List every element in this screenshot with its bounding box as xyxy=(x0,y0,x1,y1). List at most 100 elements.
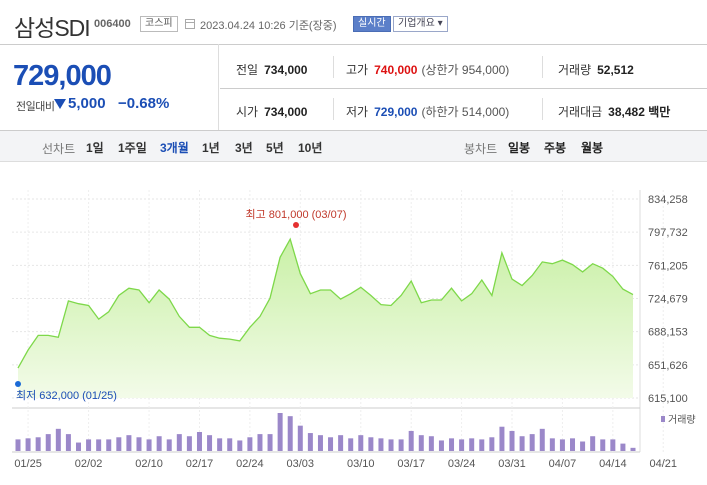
volume-bar xyxy=(55,428,61,451)
volume-legend-label: 거래량 xyxy=(668,414,696,426)
high-label: 고가 xyxy=(346,63,369,77)
volume-bar xyxy=(590,436,596,451)
volume-bar xyxy=(479,439,485,451)
stock-code: 006400 xyxy=(94,18,131,30)
volume-bar xyxy=(499,426,505,451)
volume-bar xyxy=(559,439,565,451)
x-tick-label: 03/24 xyxy=(448,458,476,470)
lower-limit: (하한가 514,000) xyxy=(421,105,510,119)
x-tick-label: 02/24 xyxy=(236,458,264,470)
volume-bar xyxy=(620,443,626,451)
volume-bar xyxy=(25,438,31,451)
tab-1y[interactable]: 1년 xyxy=(202,141,220,155)
volume-bar xyxy=(106,439,112,451)
company-info-dropdown[interactable]: 기업개요 ▾ xyxy=(393,16,448,32)
volume-bar xyxy=(146,439,152,451)
y-tick-label: 834,258 xyxy=(648,194,688,206)
volume-bar xyxy=(96,439,102,451)
volume-bar xyxy=(428,436,434,451)
current-price: 729,000 xyxy=(13,60,112,92)
volume-bar xyxy=(45,434,51,451)
volume-bar xyxy=(338,435,344,451)
volume-bar xyxy=(86,439,92,451)
volume-bar xyxy=(459,439,465,451)
volume-label: 거래량 xyxy=(558,63,592,77)
volume-bar xyxy=(166,439,172,451)
change-percent: −0.68% xyxy=(118,95,170,112)
x-tick-label: 04/21 xyxy=(649,458,677,470)
divider xyxy=(542,56,543,78)
volume-bar xyxy=(438,440,444,451)
tab-5y[interactable]: 5년 xyxy=(266,141,284,155)
volume-bar xyxy=(15,439,21,451)
volume-bar xyxy=(358,435,364,451)
tab-1w[interactable]: 1주일 xyxy=(118,141,147,155)
market-badge: 코스피 xyxy=(140,16,178,32)
volume-bar xyxy=(580,441,586,451)
calendar-icon xyxy=(185,19,195,29)
tab-3m[interactable]: 3개월 xyxy=(160,141,189,155)
x-tick-label: 03/03 xyxy=(287,458,315,470)
x-tick-label: 03/17 xyxy=(397,458,425,470)
volume-bar xyxy=(489,437,495,451)
candle-chart-label: 봉차트 xyxy=(464,142,498,156)
change-label: 전일대비 xyxy=(16,101,55,113)
volume-bar xyxy=(549,438,555,451)
realtime-button[interactable]: 실시간 xyxy=(353,16,391,32)
volume-bar xyxy=(307,433,313,451)
volume-bar xyxy=(75,442,81,451)
axis-labels: 834,258 797,732 761,205 724,679 688,153 651,6… xyxy=(14,194,695,470)
volume-bar xyxy=(408,430,414,451)
x-tick-label: 03/10 xyxy=(347,458,375,470)
open-label: 시가 xyxy=(236,105,259,119)
volume-bar xyxy=(176,434,182,451)
line-chart-label: 선차트 xyxy=(42,142,76,156)
high-annotation: 최고 801,000 (03/07) xyxy=(246,208,347,221)
divider xyxy=(333,98,334,120)
volume-bar xyxy=(348,438,354,451)
amount-value: 38,482 백만 xyxy=(608,105,671,119)
high-marker xyxy=(293,222,299,228)
volume-bar xyxy=(65,434,71,451)
volume-bar xyxy=(398,439,404,451)
divider xyxy=(333,56,334,78)
tab-10y[interactable]: 10년 xyxy=(298,141,323,155)
x-tick-label: 04/14 xyxy=(599,458,627,470)
tab-3y[interactable]: 3년 xyxy=(235,141,253,155)
tab-daily[interactable]: 일봉 xyxy=(508,141,531,155)
divider xyxy=(542,98,543,120)
prev-close-cell: 전일 734,000 xyxy=(236,61,307,78)
chart-tabs-bar: 선차트 1일 1주일 3개월 1년 3년 5년 10년 봉차트 일봉 주봉 월봉 xyxy=(0,131,707,162)
low-label: 저가 xyxy=(346,105,369,119)
volume-bar xyxy=(449,438,455,451)
price-panel: 729,000 전일대비 5,000 −0.68% xyxy=(0,44,219,130)
divider xyxy=(0,44,707,45)
high-value: 740,000 xyxy=(374,63,418,77)
prev-close-label: 전일 xyxy=(236,63,259,77)
volume-value: 52,512 xyxy=(597,63,634,77)
y-tick-label: 688,153 xyxy=(648,327,688,339)
volume-bar xyxy=(368,437,374,451)
amount-cell: 거래대금 38,482 백만 xyxy=(558,103,670,120)
y-tick-label: 724,679 xyxy=(648,294,688,306)
divider xyxy=(220,88,707,89)
volume-bar xyxy=(136,437,142,451)
x-tick-label: 02/02 xyxy=(75,458,103,470)
y-tick-label: 797,732 xyxy=(648,227,688,239)
volume-legend-swatch xyxy=(661,416,665,422)
volume-bar xyxy=(287,416,293,451)
y-tick-label: 651,626 xyxy=(648,360,688,372)
tab-monthly[interactable]: 월봉 xyxy=(581,141,604,155)
volume-bar xyxy=(600,439,606,451)
volume-bar xyxy=(570,438,576,451)
y-tick-label: 761,205 xyxy=(648,260,688,272)
tab-weekly[interactable]: 주봉 xyxy=(544,141,567,155)
x-tick-label: 02/10 xyxy=(135,458,163,470)
x-tick-label: 03/31 xyxy=(498,458,526,470)
x-tick-label: 01/25 xyxy=(14,458,42,470)
tab-1d[interactable]: 1일 xyxy=(86,141,104,155)
volume-bar xyxy=(539,428,545,451)
volume-bar xyxy=(35,437,41,451)
open-value: 734,000 xyxy=(264,105,308,119)
